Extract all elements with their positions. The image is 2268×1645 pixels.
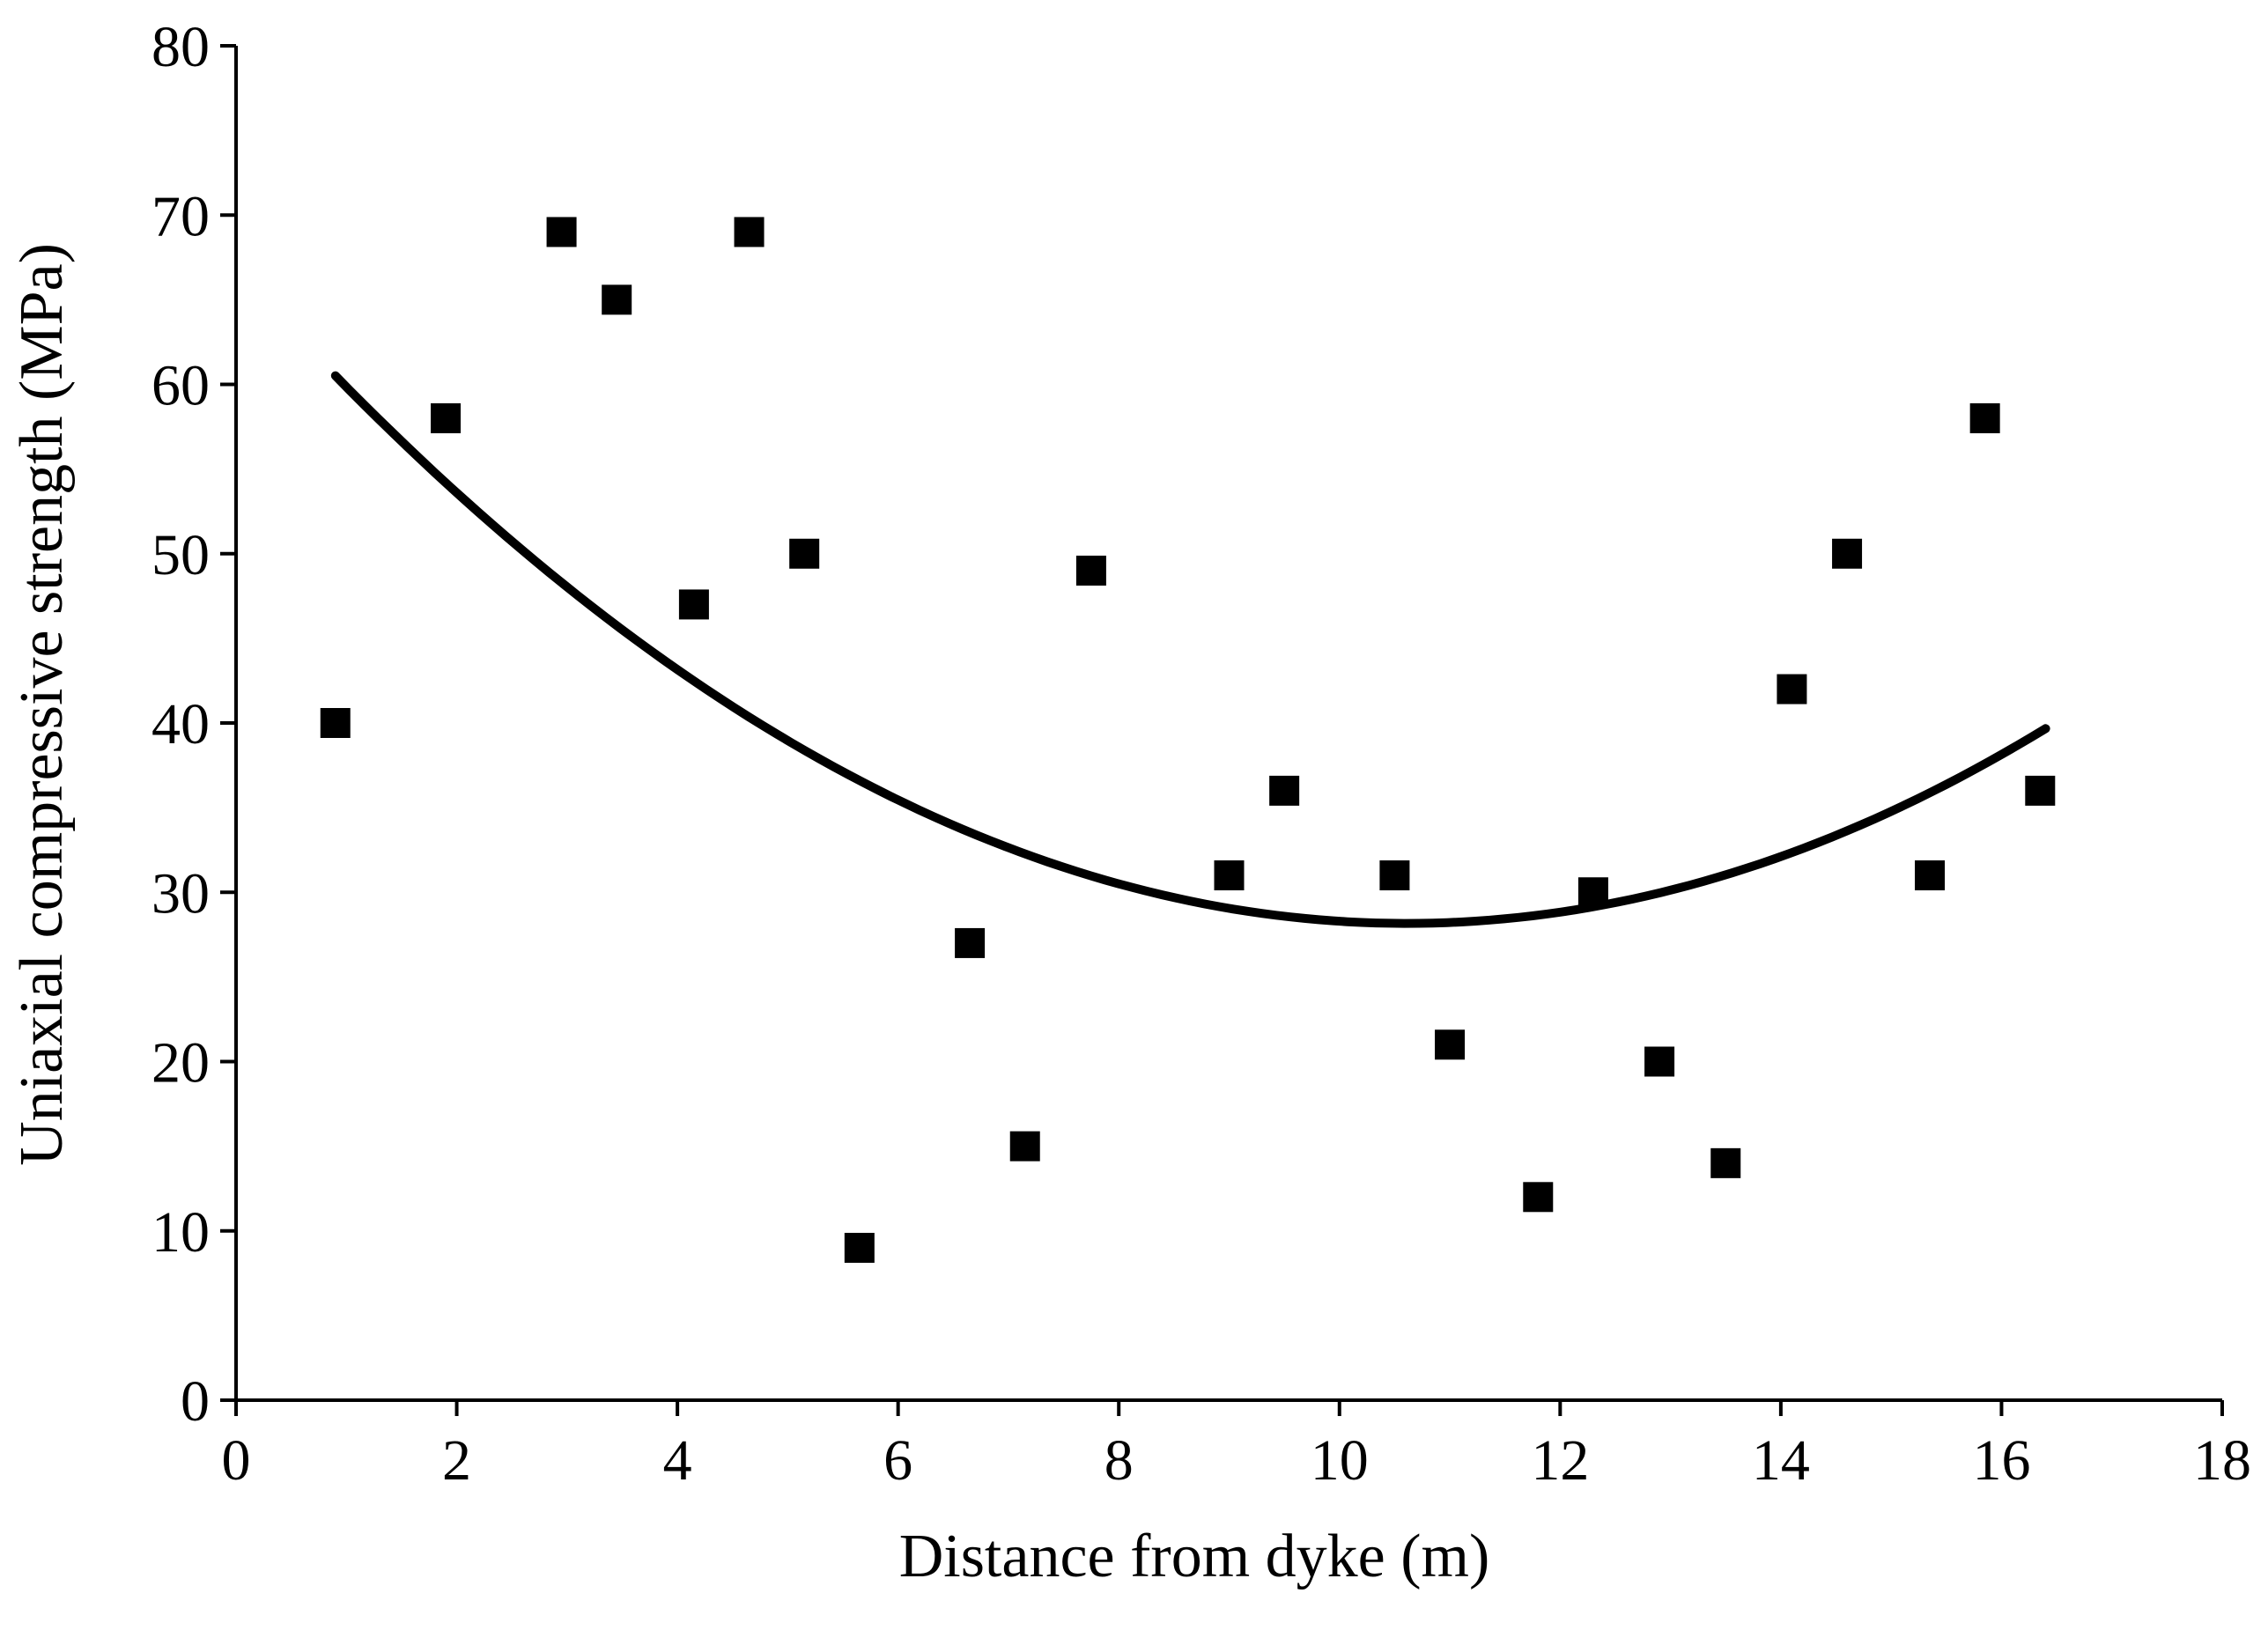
data-point	[1009, 1131, 1040, 1162]
data-point	[1969, 402, 2000, 433]
data-point	[1214, 860, 1245, 891]
data-point	[1075, 555, 1106, 586]
data-point	[734, 217, 765, 247]
polynomial-trendline	[330, 371, 2050, 928]
x-tick-label: 16	[1972, 1428, 2030, 1493]
data-point	[1435, 1029, 1466, 1060]
data-point	[789, 538, 820, 569]
data-point	[1832, 538, 1863, 569]
y-tick-label: 20	[151, 1031, 210, 1095]
x-tick-label: 2	[442, 1428, 471, 1493]
x-tick-label: 10	[1311, 1428, 1369, 1493]
data-point	[1577, 877, 1608, 908]
data-point	[2025, 775, 2056, 806]
x-tick-label: 12	[1531, 1428, 1589, 1493]
x-tick-label: 4	[663, 1428, 692, 1493]
x-tick-label: 6	[883, 1428, 912, 1493]
y-tick-label: 0	[181, 1369, 210, 1434]
data-point	[1523, 1182, 1554, 1213]
data-point	[1915, 860, 1946, 891]
x-axis-title: Distance from dyke (m)	[899, 1523, 1490, 1590]
data-point	[1644, 1046, 1675, 1077]
data-point	[955, 927, 986, 958]
y-tick-label: 50	[151, 523, 210, 587]
x-tick-label: 0	[222, 1428, 251, 1493]
y-tick-label: 10	[151, 1200, 210, 1265]
data-points	[320, 217, 2056, 1263]
data-point	[1379, 860, 1410, 891]
x-tick-label: 8	[1104, 1428, 1134, 1493]
y-tick-label: 60	[151, 354, 210, 418]
y-axis-title: Uniaxial compressive strength (MPa)	[8, 243, 76, 1166]
data-point	[1710, 1147, 1741, 1178]
data-point	[1777, 674, 1807, 704]
y-tick-label: 80	[151, 15, 210, 79]
data-point	[1269, 775, 1300, 806]
data-point	[678, 589, 709, 620]
trendline-layer	[330, 371, 2050, 928]
data-point	[320, 708, 351, 738]
data-point	[844, 1232, 875, 1263]
axes: 0 10 20 30 40 50 60 70 80 0 2 4 6 8 10 12 14 16 18	[151, 15, 2251, 1493]
data-point	[431, 402, 462, 433]
x-tick-label: 14	[1752, 1428, 1810, 1493]
data-point	[602, 284, 632, 315]
x-tick-label: 18	[2193, 1428, 2251, 1493]
y-tick-label: 30	[151, 861, 210, 926]
y-tick-label: 40	[151, 692, 210, 756]
data-point	[546, 217, 577, 247]
y-tick-label: 70	[151, 184, 210, 248]
